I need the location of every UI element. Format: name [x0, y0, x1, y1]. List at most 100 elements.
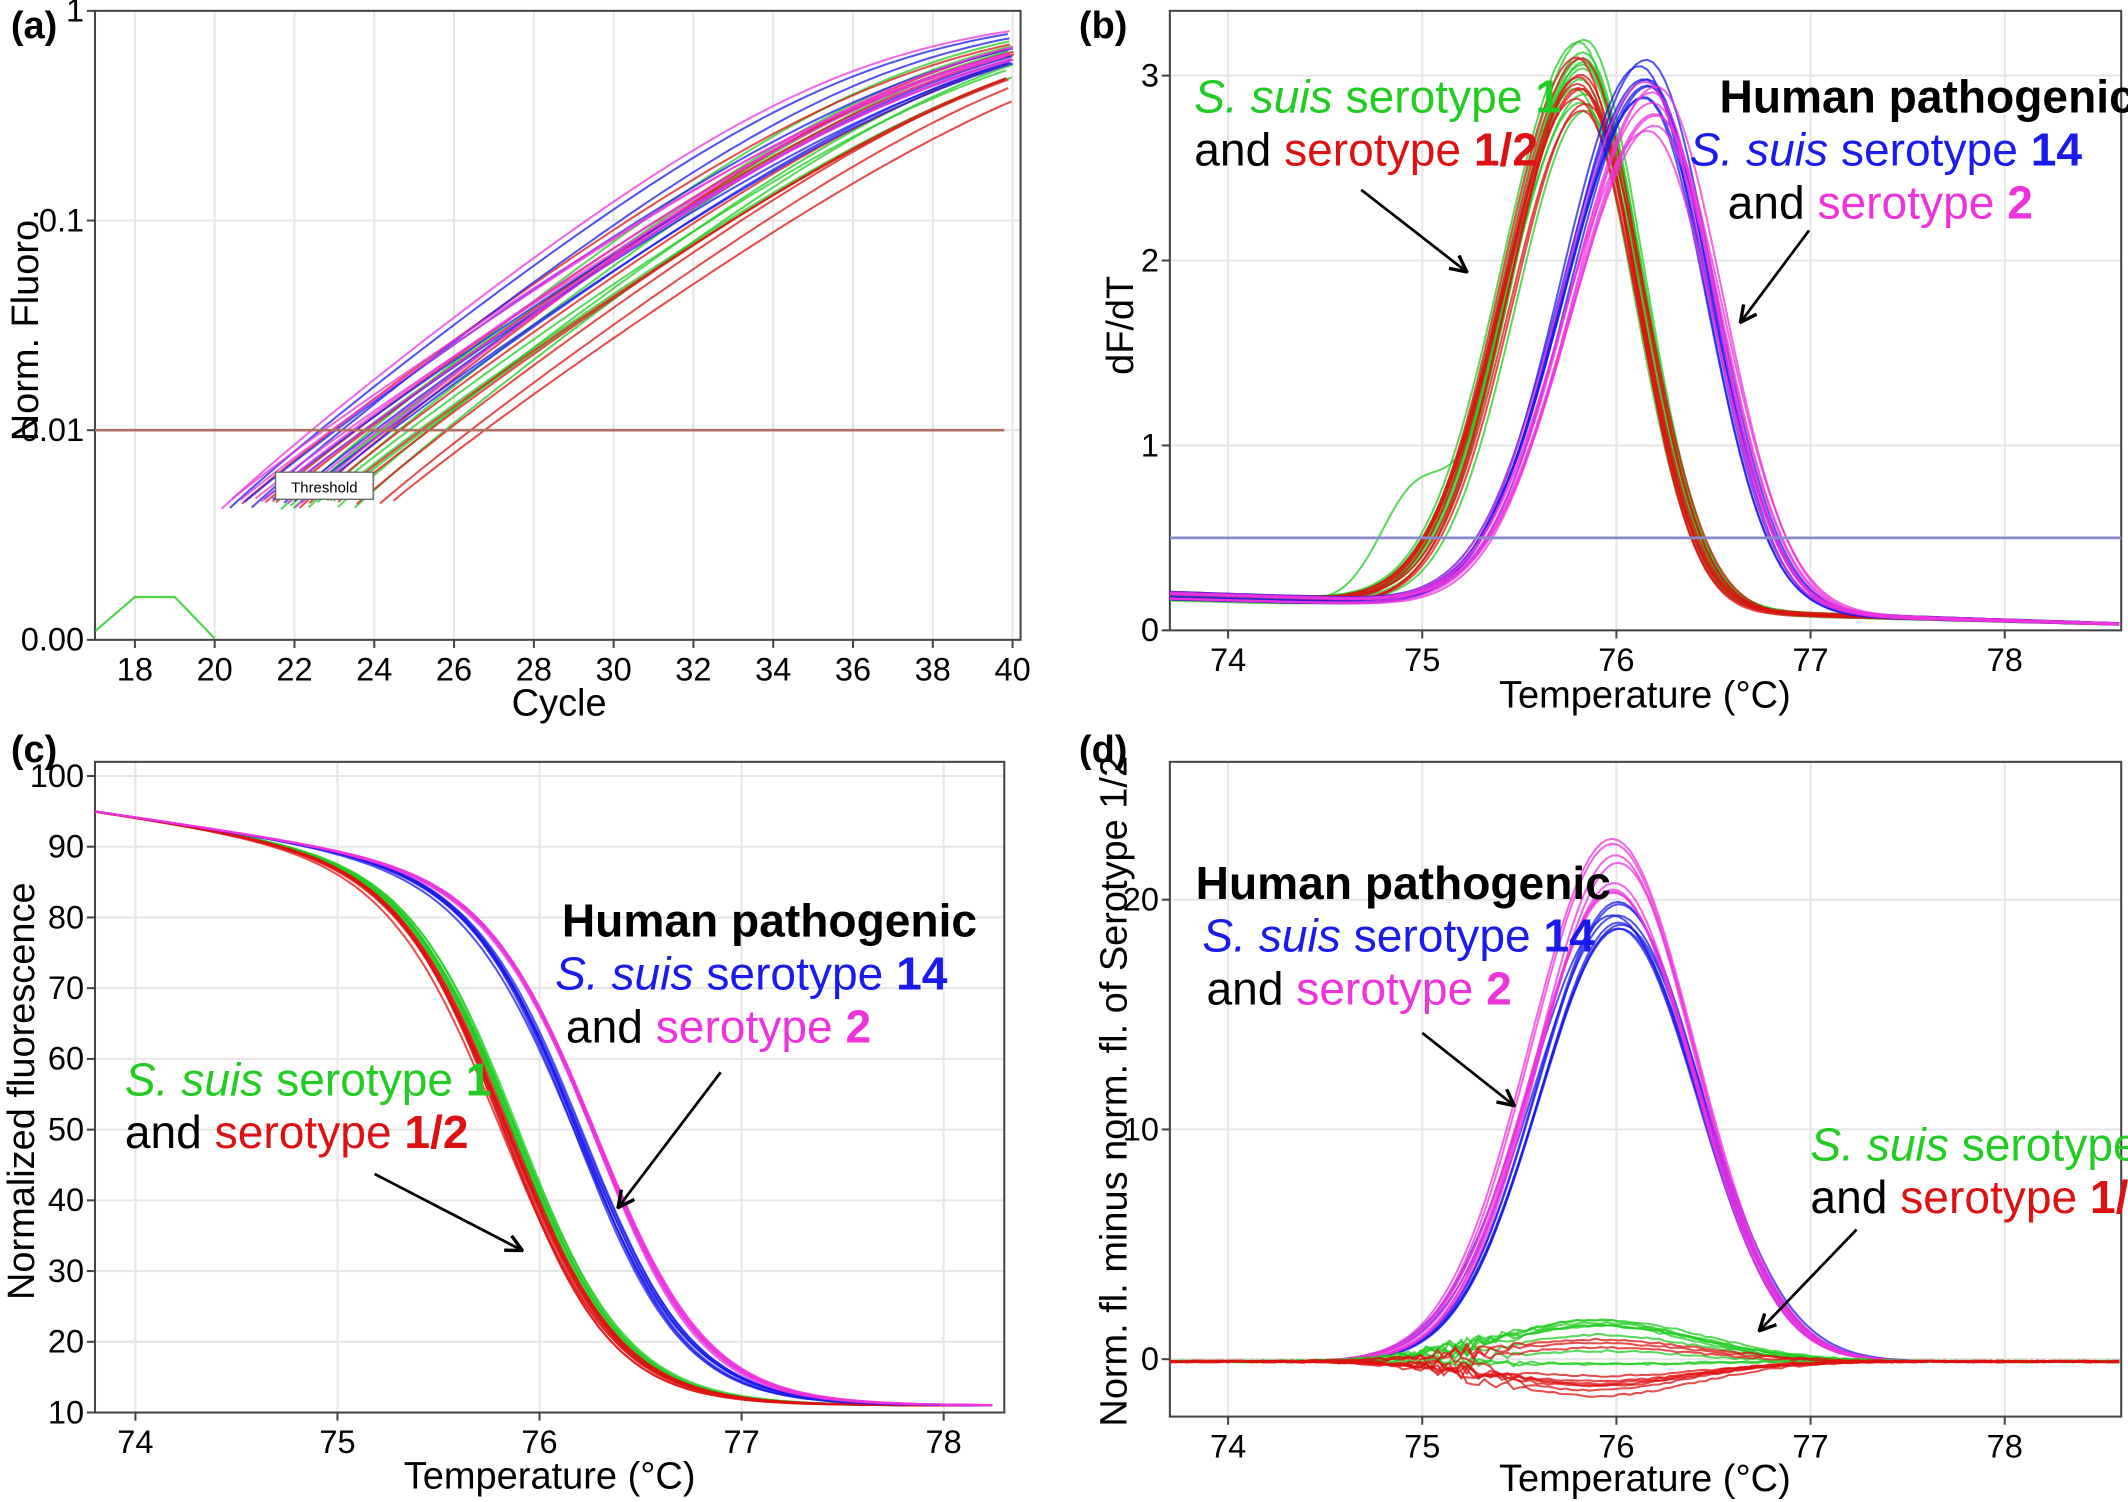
threshold-label-box: Threshold [274, 471, 374, 500]
arrow [1760, 1228, 1858, 1330]
annotation-segment: 2 [1486, 963, 1512, 1015]
threshold-label: Threshold [291, 480, 357, 497]
y-axis-title: Normalized fluorescence [1, 882, 43, 1300]
series-line [1169, 1324, 2120, 1364]
y-tick-label: 30 [48, 1253, 84, 1289]
annotation-line: and serotype 2 [1207, 963, 1512, 1015]
series-line [356, 77, 1006, 505]
annotation-segment: and [566, 1000, 656, 1052]
annotation-line: S. suis serotype 14 [1202, 910, 1595, 962]
annotation-segment: S. suis [1690, 123, 1828, 175]
series-line [95, 810, 993, 1407]
y-tick-label: 20 [1123, 882, 1159, 918]
annotation-arrows [373, 188, 1858, 1330]
annotation-segment: serotype [263, 1053, 466, 1105]
annotation-segment: serotype [215, 1106, 405, 1158]
panel-letter: (d) [1079, 729, 1128, 771]
series-line [354, 63, 1014, 509]
x-tick-label: 77 [723, 1424, 759, 1460]
series-line [292, 45, 1012, 509]
grid [1169, 761, 2122, 1417]
annotation-segment: S. suis [1194, 71, 1332, 123]
panel-a: (a) 18 20 22 24 26 28 30 32 34 36 38 40 0.00 0.01 0.1 1 C… [5, 0, 1031, 725]
series-group [1169, 38, 2120, 626]
y-tick-label: 20 [48, 1324, 84, 1360]
panel-d: (d) 74 75 76 77 78 0 10 20 Temperature (°C) Norm. … [1079, 729, 2123, 1500]
series-line [300, 60, 1010, 504]
y-tick-label: 10 [1123, 1111, 1159, 1147]
y-tick-label: 0 [1141, 1341, 1159, 1377]
panel-b: (b) 74 75 76 77 78 0 1 2 3 Temperature (°C) dF/dT [1079, 5, 2123, 717]
x-tick-label: 20 [197, 652, 233, 688]
annotation-line: S. suis serotype 14 [1690, 123, 2083, 175]
x-tick-label: 75 [1404, 1428, 1440, 1464]
annotation-segment: Human pathogenic [562, 895, 977, 947]
series-line [379, 87, 1009, 505]
annotation-segment: serotype [656, 1000, 846, 1052]
series-line [287, 55, 1007, 505]
x-tick-label: 74 [1210, 1428, 1246, 1464]
x-tick-label: 77 [1792, 642, 1828, 678]
annotation-segment: S. suis [1202, 910, 1340, 962]
series-line [326, 77, 1006, 502]
plot-frame [93, 9, 1022, 641]
x-axis-title: Temperature (°C) [1499, 1458, 1791, 1500]
x-tick-label: 76 [1598, 642, 1634, 678]
y-tick-label: 80 [48, 899, 84, 935]
annotation-segment: Human pathogenic [1720, 71, 2128, 123]
series-group [1169, 837, 2120, 1398]
annotation-segment: and [1728, 176, 1818, 228]
x-tick-label: 26 [436, 652, 472, 688]
threshold-label-frame [274, 471, 374, 500]
annotation-line: and serotype 1/2 [125, 1106, 469, 1158]
annotation-line: S. suis serotype 14 [555, 948, 948, 1000]
plot-frame [1168, 760, 2123, 1418]
annotation-line: and serotype 2 [566, 1000, 871, 1052]
annotation-segment: serotype [1949, 1118, 2128, 1170]
annotation-segment: serotype [1817, 176, 2007, 228]
panel-letter: (a) [11, 5, 57, 47]
y-axis-title: Norm. Fluoro. [5, 209, 47, 441]
y-tick-label: 60 [48, 1041, 84, 1077]
annotation-line: and serotype 2 [1728, 176, 2033, 228]
x-axis-title: Cycle [512, 683, 607, 725]
series-line [95, 810, 993, 1407]
y-tick-label: 1 [1141, 427, 1159, 463]
annotation-line: Human pathogenic [1196, 857, 1611, 909]
series-line [239, 52, 1009, 501]
series-line [392, 100, 1013, 502]
annotation-segment: 1/2 [1474, 123, 1538, 175]
series-line [1169, 1324, 2120, 1364]
y-tick-label: 1 [66, 0, 84, 29]
x-tick-label: 74 [1210, 642, 1246, 678]
x-tick-label: 76 [1598, 1428, 1634, 1464]
annotation-line: Human pathogenic [562, 895, 977, 947]
annotation-line: S. suis serotype 1 [1810, 1118, 2128, 1170]
annotation-segment: 2 [2007, 176, 2033, 228]
x-tick-label: 75 [319, 1424, 355, 1460]
x-tick-label: 77 [1792, 1428, 1828, 1464]
y-tick-label: 40 [48, 1182, 84, 1218]
annotation-segment: 1/2 [404, 1106, 468, 1158]
series-group [95, 30, 1015, 640]
annotation-segment: serotype [694, 948, 897, 1000]
annotation-segment: serotype [1284, 123, 1474, 175]
annotation-segment: 1 [466, 1053, 492, 1105]
y-tick-label: 0.00 [21, 622, 84, 658]
annotation-segment: S. suis [555, 948, 693, 1000]
annotation-segment: S. suis [1810, 1118, 1948, 1170]
annotation-segment: and [125, 1106, 215, 1158]
plot-frame [93, 760, 1006, 1414]
series-line [294, 46, 1014, 509]
y-tick-label: 0 [1141, 612, 1159, 648]
x-tick-label: 78 [1987, 642, 2023, 678]
annotation-segment: 1 [1535, 71, 1561, 123]
annotation-line: S. suis serotype 1 [125, 1053, 492, 1105]
series-line [1169, 124, 2120, 626]
